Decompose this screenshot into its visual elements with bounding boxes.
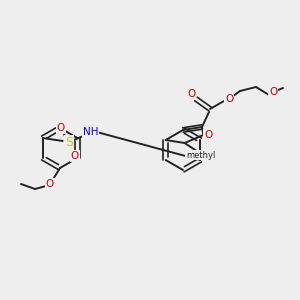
Text: methyl: methyl [186,151,215,160]
Text: O: O [57,123,65,133]
Text: O: O [70,151,79,161]
Text: O: O [187,89,195,99]
Text: NH: NH [83,127,98,137]
Text: O: O [269,87,277,97]
Text: O: O [204,130,212,140]
Text: O: O [46,179,54,189]
Text: O: O [225,94,233,104]
Text: S: S [65,136,73,148]
